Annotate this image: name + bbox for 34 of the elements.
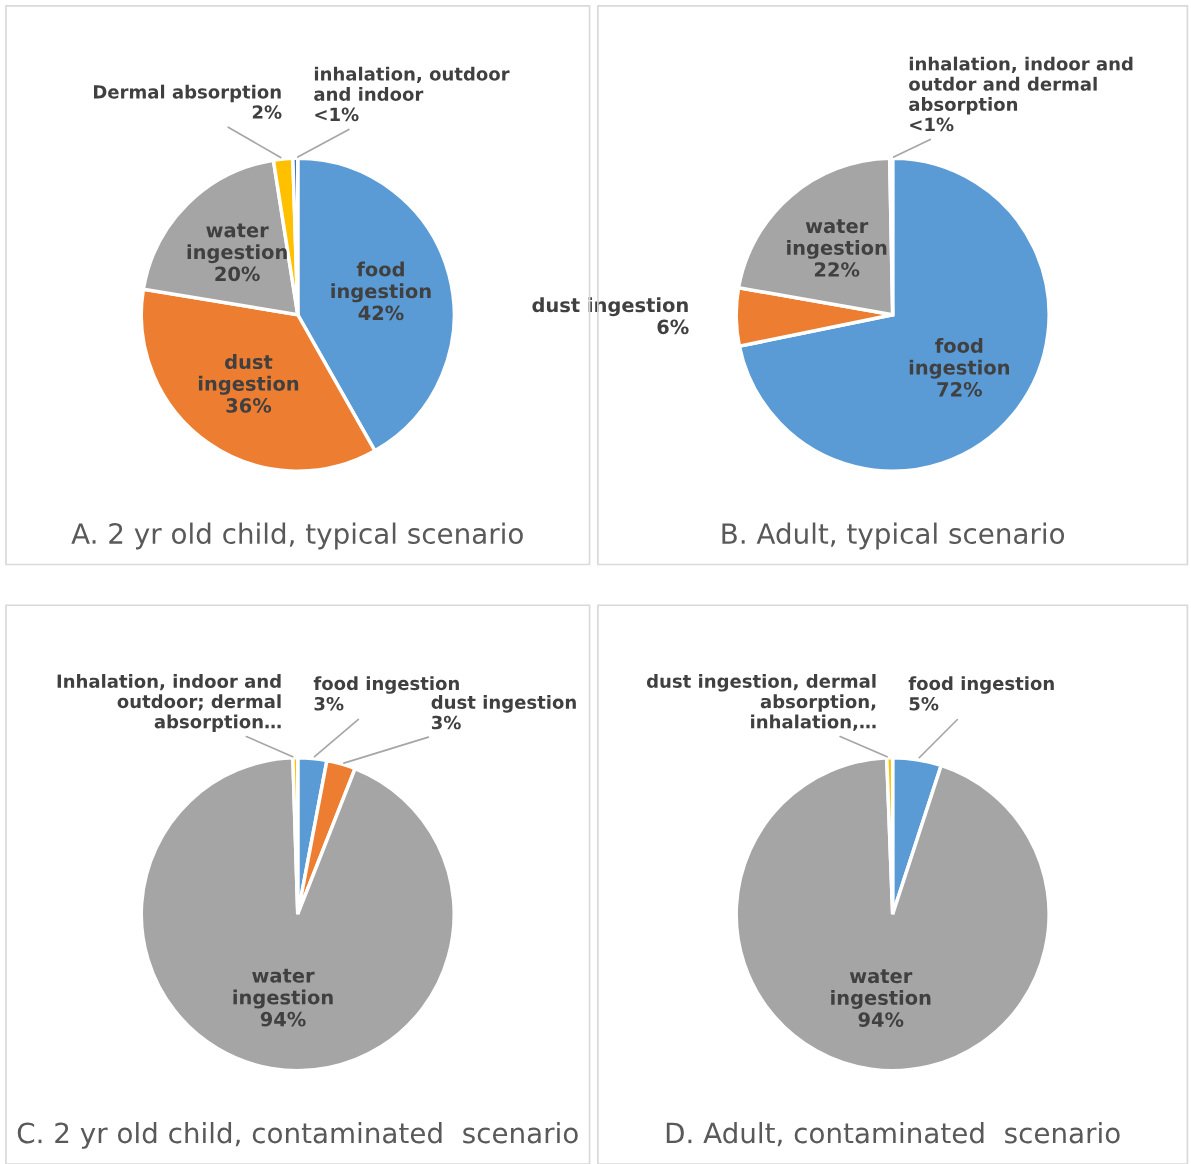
slice-label: dust ingestion, dermal absorption, inhalation,… — [646, 673, 876, 731]
slice-label: food ingestion — [331, 261, 431, 303]
text: D. Adult, contaminated scenario — [666, 1121, 1120, 1147]
slice-label: water ingestion — [187, 223, 287, 264]
data-label: 6% — [657, 319, 689, 335]
data-label: 3% — [431, 715, 461, 730]
data-label: 5% — [909, 696, 939, 711]
data-label: 94% — [260, 1011, 306, 1027]
slice-label: food ingestion — [909, 337, 1009, 379]
data-label: 3% — [314, 696, 344, 711]
text: C. 2 yr old child, contaminated scenario — [17, 1121, 578, 1149]
data-label: 36% — [226, 398, 272, 413]
slice-label: water ingestion — [233, 968, 333, 1009]
slice-label: water ingestion — [787, 219, 887, 259]
slice-label: food ingestion — [313, 676, 459, 694]
text: A. 2 yr old child, typical scenario — [71, 522, 523, 550]
data-label: 2% — [252, 105, 282, 119]
data-label: 72% — [937, 381, 982, 397]
data-label: 22% — [814, 262, 860, 277]
slice-label: food ingestion — [908, 676, 1054, 694]
data-label: 42% — [358, 305, 404, 321]
slice-label: dust ingestion — [532, 297, 688, 317]
slice-label: dust ingestion — [431, 695, 576, 713]
slice-label: dust ingestion — [198, 354, 299, 395]
data-label: <1% — [315, 107, 359, 122]
slice-label: Dermal absorption — [93, 84, 281, 103]
slice-label: Inhalation, indoor and outdoor; dermal absorption… — [57, 674, 281, 732]
data-label: 94% — [858, 1012, 904, 1027]
slice-label: inhalation, outdoor and indoor — [314, 66, 510, 101]
slice-label: inhalation, indoor and outdor and dermal absorption — [909, 56, 1133, 115]
slice-label: water ingestion — [831, 969, 931, 1009]
text: B. Adult, typical scenario — [722, 522, 1065, 550]
data-label: 20% — [215, 266, 260, 282]
data-label: <1% — [910, 117, 954, 132]
